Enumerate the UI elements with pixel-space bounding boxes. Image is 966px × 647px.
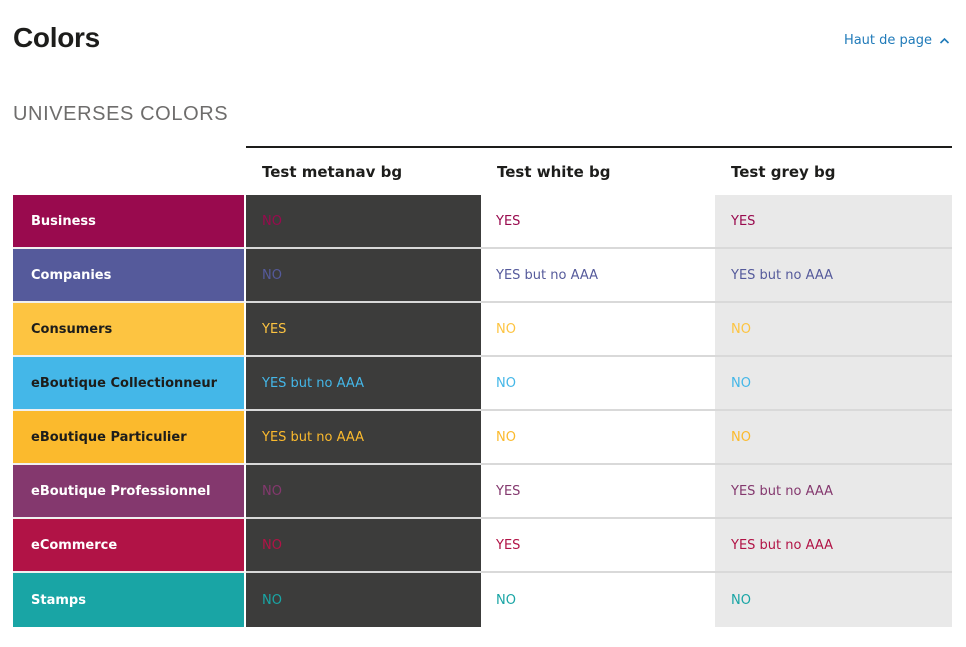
- cell-test-grey-bg: YES but no AAA: [715, 249, 952, 303]
- table-row: eBoutique Professionnel NO YES YES but n…: [13, 465, 952, 519]
- row-label: eBoutique Professionnel: [13, 465, 246, 519]
- section-title: UNIVERSES COLORS: [13, 103, 229, 125]
- row-label: Companies: [13, 249, 246, 303]
- cell-test-grey-bg: NO: [715, 357, 952, 411]
- column-header-test-grey-bg: Test grey bg: [715, 146, 952, 195]
- cell-test-metanav-bg: NO: [246, 465, 481, 519]
- table-row: Stamps NO NO NO: [13, 573, 952, 627]
- row-label: eBoutique Collectionneur: [13, 357, 246, 411]
- page-title: Colors: [13, 22, 100, 53]
- cell-test-grey-bg: NO: [715, 573, 952, 627]
- table-row: eCommerce NO YES YES but no AAA: [13, 519, 952, 573]
- cell-test-metanav-bg: YES: [246, 303, 481, 357]
- table-row: Companies NO YES but no AAA YES but no A…: [13, 249, 952, 303]
- cell-test-white-bg: YES: [481, 519, 715, 573]
- universes-colors-table: Test metanav bg Test white bg Test grey …: [13, 146, 952, 627]
- cell-test-grey-bg: NO: [715, 411, 952, 465]
- cell-test-grey-bg: NO: [715, 303, 952, 357]
- table-row: Business NO YES YES: [13, 195, 952, 249]
- chevron-up-icon: [939, 36, 950, 45]
- cell-test-white-bg: NO: [481, 357, 715, 411]
- back-to-top-link[interactable]: Haut de page: [844, 33, 950, 48]
- table-header-empty-cell: [13, 146, 246, 195]
- cell-test-metanav-bg: NO: [246, 573, 481, 627]
- row-label: Business: [13, 195, 246, 249]
- cell-test-white-bg: NO: [481, 411, 715, 465]
- back-to-top-label: Haut de page: [843, 33, 932, 48]
- cell-test-white-bg: YES: [481, 465, 715, 519]
- cell-test-grey-bg: YES but no AAA: [715, 465, 952, 519]
- cell-test-metanav-bg: NO: [246, 195, 481, 249]
- cell-test-grey-bg: YES: [715, 195, 952, 249]
- cell-test-white-bg: NO: [481, 573, 715, 627]
- table-body: Business NO YES YES Companies NO YES but…: [13, 195, 952, 627]
- cell-test-metanav-bg: NO: [246, 519, 481, 573]
- cell-test-white-bg: NO: [481, 303, 715, 357]
- row-label: eBoutique Particulier: [13, 411, 246, 465]
- row-label: Consumers: [13, 303, 246, 357]
- row-label: Stamps: [13, 573, 246, 627]
- cell-test-metanav-bg: YES but no AAA: [246, 357, 481, 411]
- row-label: eCommerce: [13, 519, 246, 573]
- table-header-row: Test metanav bg Test white bg Test grey …: [13, 146, 952, 195]
- table-row: Consumers YES NO NO: [13, 303, 952, 357]
- cell-test-grey-bg: YES but no AAA: [715, 519, 952, 573]
- column-header-test-metanav-bg: Test metanav bg: [246, 146, 481, 195]
- table-row: eBoutique Collectionneur YES but no AAA …: [13, 357, 952, 411]
- cell-test-metanav-bg: NO: [246, 249, 481, 303]
- cell-test-white-bg: YES but no AAA: [481, 249, 715, 303]
- cell-test-white-bg: YES: [481, 195, 715, 249]
- column-header-test-white-bg: Test white bg: [481, 146, 715, 195]
- table-row: eBoutique Particulier YES but no AAA NO …: [13, 411, 952, 465]
- cell-test-metanav-bg: YES but no AAA: [246, 411, 481, 465]
